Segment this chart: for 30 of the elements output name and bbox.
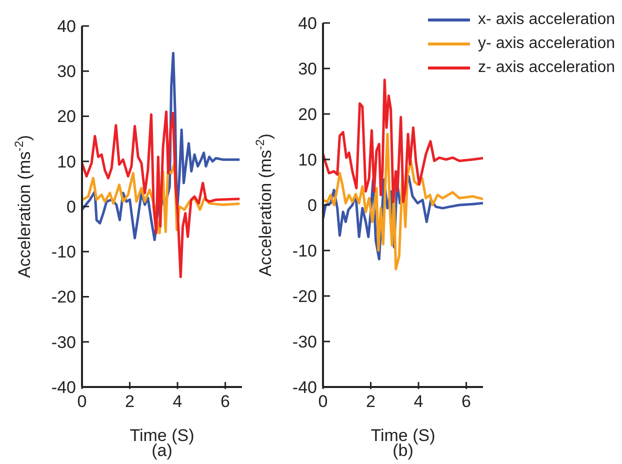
x-tick-label: 4 (414, 392, 424, 411)
y-tick-label: -20 (51, 288, 76, 307)
x-tick-label: 6 (220, 392, 230, 411)
y-tick-label: -10 (51, 242, 76, 262)
y-tick-label: 30 (298, 59, 317, 78)
y-tick-label: -10 (292, 241, 317, 260)
y-tick-label: -40 (51, 378, 76, 397)
x-tick-label: 4 (172, 392, 182, 411)
y-tick-label: -40 (292, 378, 317, 397)
legend-label: y- axis acceleration (478, 35, 615, 53)
y-tick-label: -30 (292, 332, 317, 352)
y-tick-label: 0 (308, 196, 317, 215)
legend-label: z- axis acceleration (478, 59, 615, 77)
y-tick-label: -30 (51, 332, 76, 352)
y-tick-label: 10 (298, 150, 317, 170)
y-tick-label: 20 (57, 107, 76, 126)
y-tick-label: 40 (298, 14, 317, 33)
line-series (323, 132, 483, 270)
y-tick-label: -20 (292, 286, 317, 306)
x-tick-label: 2 (125, 392, 134, 411)
y-tick-label: 10 (57, 152, 76, 172)
y-tick-label: 20 (298, 104, 317, 124)
x-tick-label: 2 (366, 392, 376, 411)
y-tick-label: 0 (66, 197, 76, 216)
legend-label: x- axis acceleration (478, 11, 615, 29)
line-series (82, 110, 241, 278)
y-tick-label: 40 (57, 16, 76, 36)
line-series (323, 78, 483, 204)
x-tick-label: 6 (462, 392, 472, 411)
y-tick-label: 30 (57, 62, 76, 82)
